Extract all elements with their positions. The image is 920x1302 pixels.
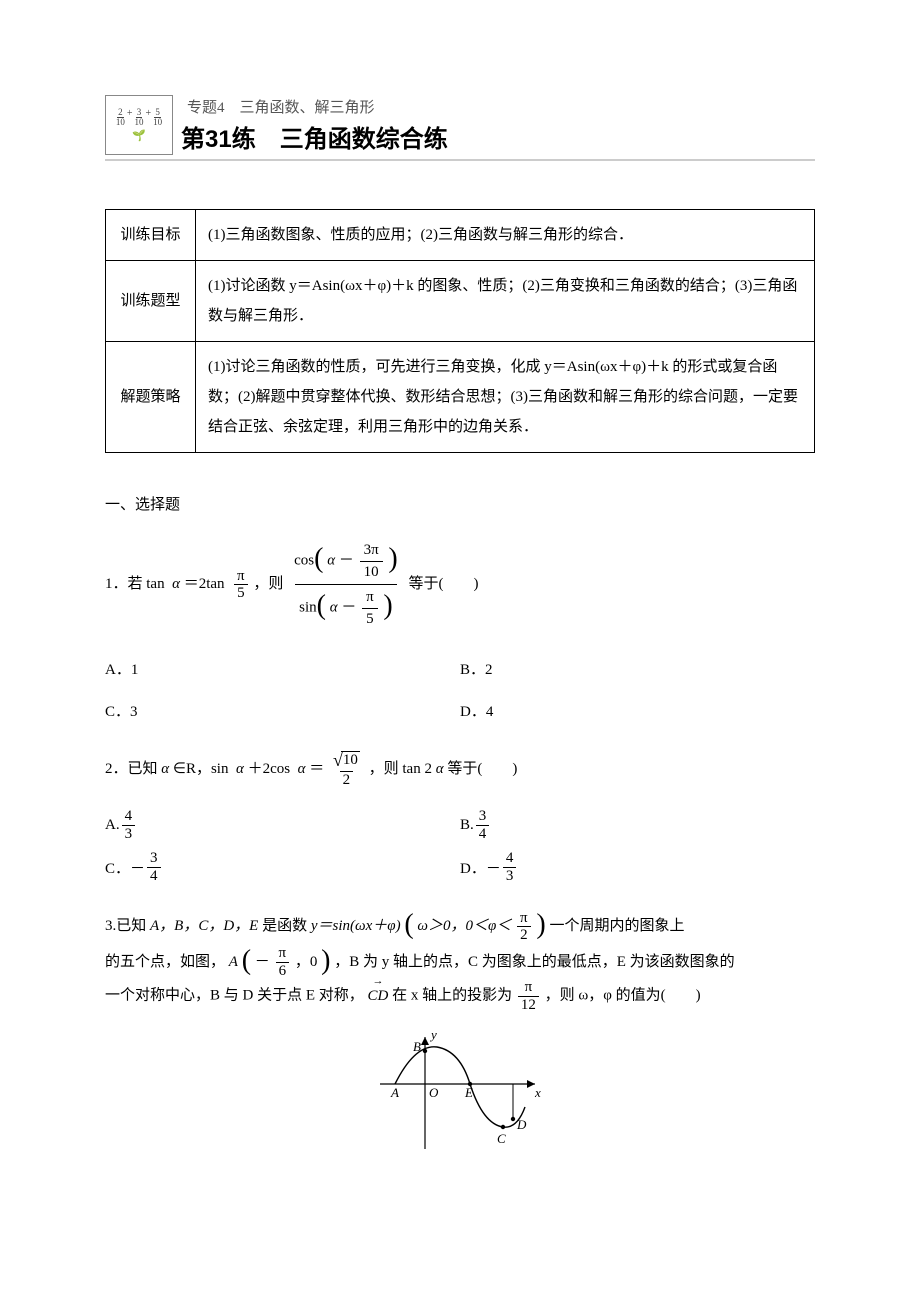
origin-label: O [429,1085,439,1100]
q1-choices: A．1 B．2 C．3 D．4 [105,647,815,731]
choice-b: B. 34 [460,804,815,846]
axis-x-label: x [534,1085,541,1100]
sine-graph-svg: y x A B O E C D [375,1029,545,1159]
choice-c: C．3 [105,689,460,731]
table-row: 训练目标 (1)三角函数图象、性质的应用；(2)三角函数与解三角形的综合． [106,210,815,261]
choice-c: C．－ 34 [105,846,460,888]
point-b-label: B [413,1039,421,1054]
q1-eq: ＝2tan [184,576,229,592]
point-a-label: A [390,1085,399,1100]
q1-then: ，则 [253,576,283,592]
row-label: 训练目标 [106,210,196,261]
big-fraction: cos( α － 3π10 ) sin( α － π5 ) [290,538,402,631]
frac-sqrt10-2: √10 2 [330,751,363,788]
row-content: (1)讨论函数 y＝Asin(ωx＋φ)＋k 的图象、性质；(2)三角变换和三角… [196,261,815,342]
section-title: 一、选择题 [105,493,815,514]
q1-suffix: 等于( ) [409,576,479,592]
axis-y-label: y [429,1029,437,1042]
choice-d: D．4 [460,689,815,731]
q1-prefix: 1．若 tan [105,576,168,592]
point-c-label: C [497,1131,506,1146]
sine-figure: y x A B O E C D [105,1029,815,1159]
header-text: 专题4 三角函数、解三角形 第31练 三角函数综合练 [181,96,448,154]
frac-pi-5: π 5 [234,568,248,602]
vector-cd: CD [368,981,389,1011]
table-row: 训练题型 (1)讨论函数 y＝Asin(ωx＋φ)＋k 的图象、性质；(2)三角… [106,261,815,342]
topic-label: 专题4 三角函数、解三角形 [187,96,448,117]
page-header: 210 + 310 + 510 🌱 专题4 三角函数、解三角形 第31练 三角函… [105,95,815,161]
choice-a: A．1 [105,647,460,689]
alpha: α [172,576,180,592]
exercise-title: 第31练 三角函数综合练 [181,119,448,154]
row-label: 解题策略 [106,342,196,453]
question-3: 3.已知 A，B，C，D，E 是函数 y＝sin(ωx＋φ) ( ω＞0，0＜φ… [105,908,815,1013]
info-table: 训练目标 (1)三角函数图象、性质的应用；(2)三角函数与解三角形的综合． 训练… [105,209,815,453]
q2-choices: A. 43 B. 34 C．－ 34 D．－ 43 [105,804,815,888]
point-e-label: E [464,1085,473,1100]
point-d-label: D [516,1117,527,1132]
row-label: 训练题型 [106,261,196,342]
score-box-icon: 210 + 310 + 510 🌱 [105,95,173,155]
table-row: 解题策略 (1)讨论三角函数的性质，可先进行三角变换，化成 y＝Asin(ωx＋… [106,342,815,453]
choice-a: A. 43 [105,804,460,846]
choice-d: D．－ 43 [460,846,815,888]
row-content: (1)讨论三角函数的性质，可先进行三角变换，化成 y＝Asin(ωx＋φ)＋k … [196,342,815,453]
choice-b: B．2 [460,647,815,689]
question-1: 1．若 tan α ＝2tan π 5 ，则 cos( α － 3π10 ) s… [105,538,815,631]
question-2: 2．已知 α ∈R，sin α ＋2cos α ＝ √10 2 ，则 tan 2… [105,751,815,788]
row-content: (1)三角函数图象、性质的应用；(2)三角函数与解三角形的综合． [196,210,815,261]
